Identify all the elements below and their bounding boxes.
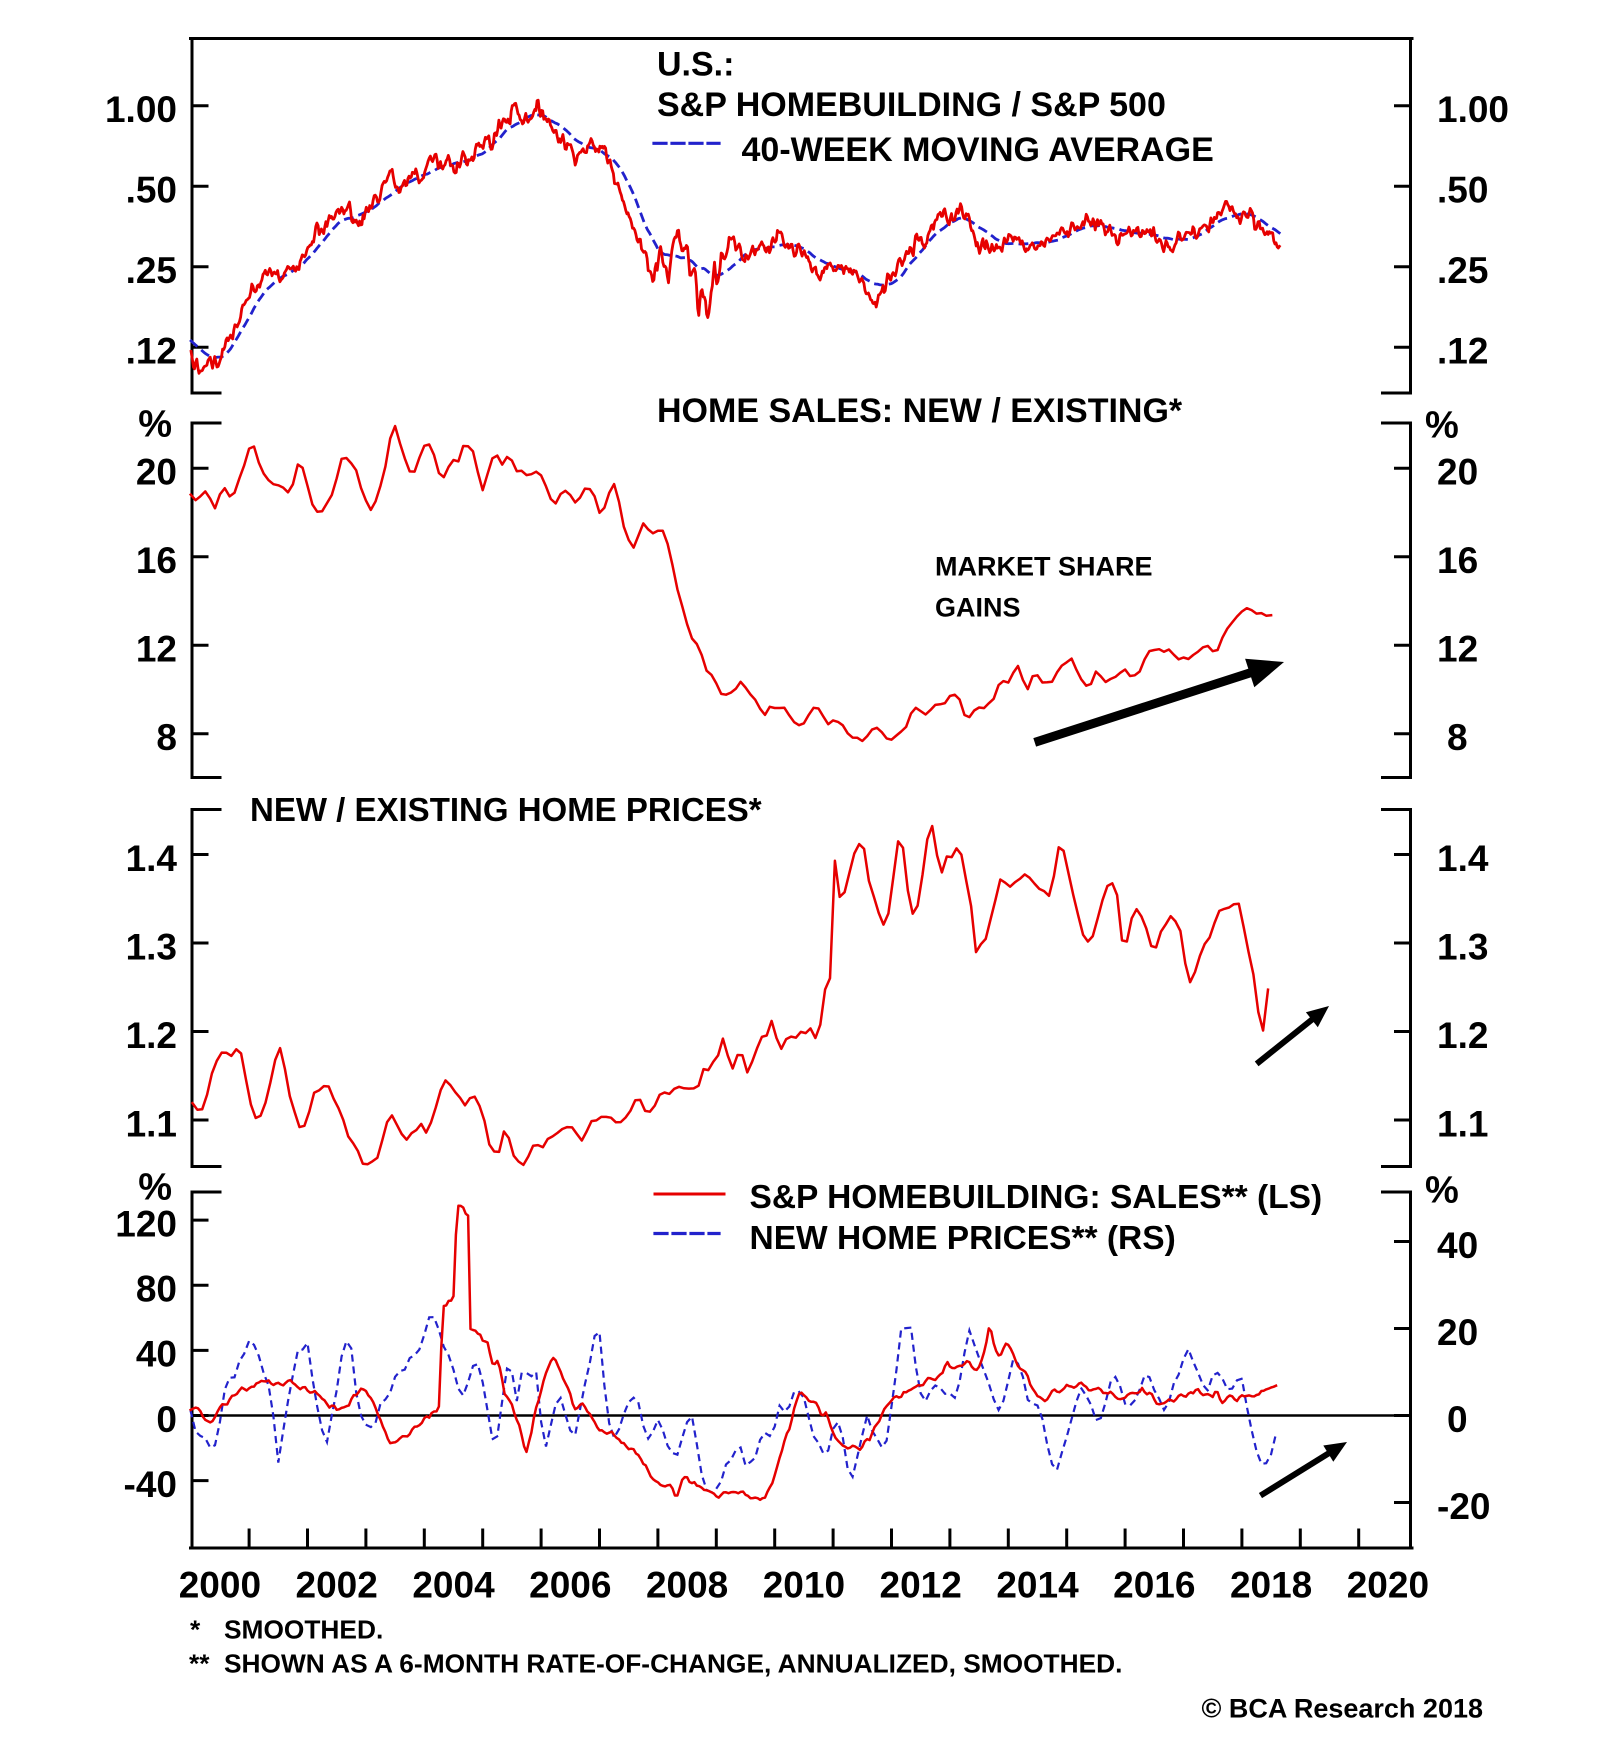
svg-text:.25: .25 bbox=[1437, 250, 1488, 291]
svg-text:0: 0 bbox=[1447, 1399, 1468, 1440]
svg-text:2008: 2008 bbox=[646, 1564, 728, 1605]
svg-text:16: 16 bbox=[136, 540, 177, 581]
svg-text:1.3: 1.3 bbox=[1437, 926, 1488, 967]
svg-text:2000: 2000 bbox=[179, 1564, 261, 1605]
svg-text:2002: 2002 bbox=[296, 1564, 378, 1605]
svg-text:40: 40 bbox=[1437, 1225, 1478, 1266]
svg-text:12: 12 bbox=[1437, 629, 1478, 670]
svg-text:.50: .50 bbox=[1437, 170, 1488, 211]
svg-text:NEW / EXISTING HOME PRICES*: NEW / EXISTING HOME PRICES* bbox=[250, 791, 762, 828]
svg-text:-40: -40 bbox=[124, 1464, 177, 1505]
svg-text:1.3: 1.3 bbox=[126, 926, 177, 967]
svg-text:0: 0 bbox=[156, 1399, 177, 1440]
svg-text:40-WEEK MOVING AVERAGE: 40-WEEK MOVING AVERAGE bbox=[742, 131, 1214, 169]
svg-text:S&P HOMEBUILDING / S&P 500: S&P HOMEBUILDING / S&P 500 bbox=[657, 86, 1166, 124]
svg-text:HOME SALES: NEW / EXISTING*: HOME SALES: NEW / EXISTING* bbox=[657, 392, 1183, 430]
svg-text:%: % bbox=[138, 1167, 172, 1209]
svg-text:.50: .50 bbox=[126, 170, 177, 211]
svg-text:%: % bbox=[138, 404, 172, 446]
svg-text:SHOWN AS A 6-MONTH RATE-OF-CHA: SHOWN AS A 6-MONTH RATE-OF-CHANGE, ANNUA… bbox=[224, 1649, 1122, 1679]
svg-text:S&P HOMEBUILDING: SALES** (LS): S&P HOMEBUILDING: SALES** (LS) bbox=[750, 1179, 1323, 1216]
svg-text:MARKET SHARE: MARKET SHARE bbox=[935, 552, 1153, 582]
svg-text:8: 8 bbox=[156, 717, 177, 758]
svg-text:SMOOTHED.: SMOOTHED. bbox=[224, 1615, 383, 1645]
svg-text:2006: 2006 bbox=[529, 1564, 611, 1605]
svg-text:16: 16 bbox=[1437, 540, 1478, 581]
svg-text:GAINS: GAINS bbox=[935, 593, 1021, 623]
svg-text:1.1: 1.1 bbox=[1437, 1103, 1488, 1144]
svg-text:2010: 2010 bbox=[763, 1564, 845, 1605]
svg-text:2016: 2016 bbox=[1113, 1564, 1195, 1605]
svg-text:12: 12 bbox=[136, 629, 177, 670]
svg-text:**: ** bbox=[189, 1649, 210, 1679]
svg-text:1.1: 1.1 bbox=[126, 1103, 177, 1144]
svg-text:%: % bbox=[1425, 405, 1459, 447]
svg-text:© BCA Research 2018: © BCA Research 2018 bbox=[1201, 1694, 1483, 1724]
svg-text:1.00: 1.00 bbox=[1437, 89, 1509, 130]
svg-text:1.2: 1.2 bbox=[1437, 1015, 1488, 1056]
svg-text:NEW HOME PRICES** (RS): NEW HOME PRICES** (RS) bbox=[750, 1220, 1176, 1257]
svg-text:1.4: 1.4 bbox=[126, 838, 178, 879]
svg-text:20: 20 bbox=[136, 451, 177, 492]
svg-text:2014: 2014 bbox=[996, 1564, 1079, 1605]
svg-text:20: 20 bbox=[1437, 451, 1478, 492]
svg-text:.12: .12 bbox=[126, 331, 177, 372]
svg-text:2004: 2004 bbox=[412, 1564, 495, 1605]
svg-text:40: 40 bbox=[136, 1333, 177, 1374]
svg-text:1.00: 1.00 bbox=[105, 89, 177, 130]
svg-text:80: 80 bbox=[136, 1268, 177, 1309]
svg-text:-20: -20 bbox=[1437, 1486, 1490, 1527]
svg-text:2012: 2012 bbox=[880, 1564, 962, 1605]
svg-text:120: 120 bbox=[115, 1203, 177, 1244]
svg-text:1.4: 1.4 bbox=[1437, 838, 1489, 879]
svg-text:.25: .25 bbox=[126, 250, 177, 291]
svg-text:%: % bbox=[1425, 1170, 1459, 1212]
svg-text:8: 8 bbox=[1447, 717, 1468, 758]
svg-text:2020: 2020 bbox=[1347, 1564, 1429, 1605]
svg-text:.12: .12 bbox=[1437, 331, 1488, 372]
svg-text:2018: 2018 bbox=[1230, 1564, 1312, 1605]
svg-text:U.S.:: U.S.: bbox=[657, 46, 734, 84]
svg-text:1.2: 1.2 bbox=[126, 1015, 177, 1056]
svg-text:20: 20 bbox=[1437, 1312, 1478, 1353]
svg-text:*: * bbox=[190, 1615, 201, 1645]
